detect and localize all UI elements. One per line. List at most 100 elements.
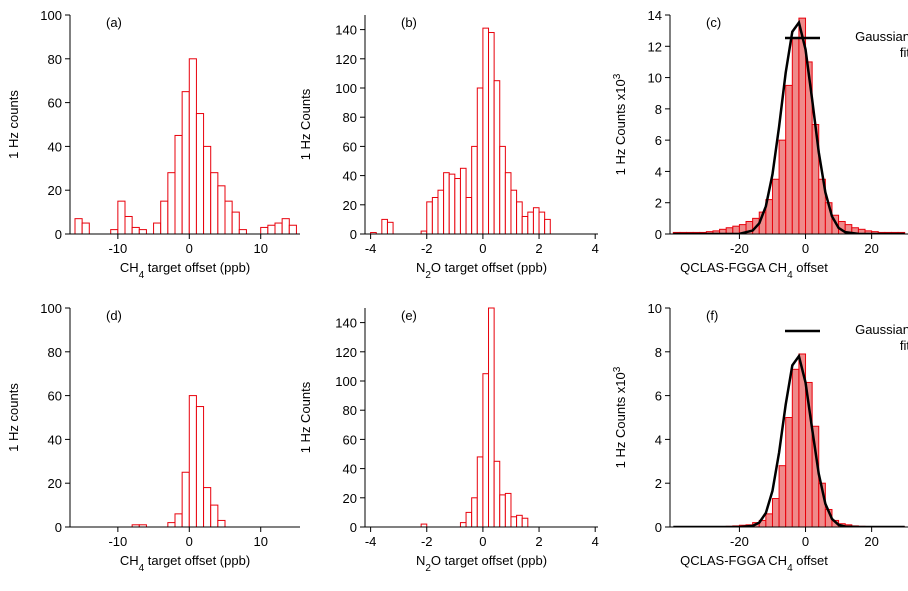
histogram-bar xyxy=(288,224,297,234)
x-tick-label: 10 xyxy=(253,534,267,549)
histogram-bar xyxy=(217,519,226,527)
y-axis-label-exponent: 3 xyxy=(612,366,623,372)
y-axis-label-text: 1 Hz Counts xyxy=(298,381,313,453)
x-tick-label: -10 xyxy=(108,534,127,549)
legend-label: Gaussian fit xyxy=(855,29,908,60)
x-axis-label: N2O target offset (ppb) xyxy=(416,553,547,574)
x-tick-label: -20 xyxy=(730,534,749,549)
panel-label: (a) xyxy=(106,15,122,30)
x-axis-label-part: QCLAS-FGGA CH xyxy=(680,260,787,275)
histogram-bar xyxy=(510,516,518,527)
histogram-bar xyxy=(110,229,119,234)
y-tick-label: 40 xyxy=(343,462,357,477)
x-axis-label-part: 2 xyxy=(425,563,431,574)
histogram-bar xyxy=(493,460,501,527)
histogram-bar xyxy=(437,189,445,234)
y-tick-label: 4 xyxy=(655,164,662,179)
histogram-bar xyxy=(231,211,240,234)
histogram-bar xyxy=(454,178,461,234)
histogram-bar xyxy=(174,134,183,234)
histogram-bar xyxy=(471,497,478,527)
fit-line xyxy=(673,353,905,527)
histogram-bar xyxy=(482,27,490,234)
histogram-bar xyxy=(431,197,439,234)
histogram-bar xyxy=(210,504,219,527)
y-tick-label: 20 xyxy=(48,476,62,491)
histogram-bar xyxy=(210,172,219,234)
plot-area xyxy=(370,27,551,234)
histogram-bar xyxy=(420,523,428,527)
y-tick-label: 140 xyxy=(335,316,357,331)
histogram-bar xyxy=(544,218,551,234)
histogram-bar xyxy=(188,58,197,234)
histogram-bar xyxy=(160,200,169,234)
legend-label: Gaussian fit xyxy=(855,322,908,353)
x-tick-label: 0 xyxy=(186,241,193,256)
histogram-bar xyxy=(493,80,501,234)
y-tick-label: 60 xyxy=(343,432,357,447)
x-tick-label: 0 xyxy=(479,241,486,256)
x-axis-label-part: 4 xyxy=(787,270,793,281)
histogram-bar xyxy=(791,368,800,527)
histogram-bar xyxy=(238,229,247,234)
y-tick-label: 2 xyxy=(655,476,662,491)
histogram-bar xyxy=(74,218,83,234)
y-tick-label: 40 xyxy=(343,169,357,184)
y-axis-label-text: 1 Hz Counts x10 xyxy=(613,79,628,175)
y-axis-label-exponent: 3 xyxy=(612,73,623,79)
x-tick-label: 0 xyxy=(802,241,809,256)
panel-label: (e) xyxy=(401,308,417,323)
x-tick-label: 0 xyxy=(802,534,809,549)
y-axis-label: 1 Hz counts xyxy=(6,383,21,452)
x-axis-label-part: O target offset (ppb) xyxy=(431,260,547,275)
histogram-bar xyxy=(521,517,529,527)
plot-area xyxy=(131,395,226,527)
y-tick-label: 80 xyxy=(48,52,62,67)
histogram-bar xyxy=(117,200,126,234)
y-tick-label: 10 xyxy=(648,301,662,316)
histogram-bar xyxy=(203,487,212,527)
y-tick-label: 10 xyxy=(648,71,662,86)
y-tick-label: 120 xyxy=(335,52,357,67)
histogram-bar xyxy=(471,145,478,234)
plot-area xyxy=(420,307,529,527)
histogram-bar xyxy=(195,406,205,527)
histogram-bar xyxy=(260,226,269,234)
y-axis-label-text: 1 Hz Counts xyxy=(298,88,313,160)
panel-label: (f) xyxy=(706,308,718,323)
x-tick-label: 4 xyxy=(592,241,599,256)
y-tick-label: 8 xyxy=(655,102,662,117)
y-axis-label: 1 Hz Counts xyxy=(298,381,313,453)
y-tick-label: 40 xyxy=(48,432,62,447)
plot-area xyxy=(74,58,297,234)
x-tick-label: 20 xyxy=(864,534,878,549)
histogram-bar xyxy=(224,200,233,234)
histogram-bar xyxy=(532,207,540,234)
histogram-bar xyxy=(791,37,800,234)
y-tick-label: 100 xyxy=(335,81,357,96)
x-axis-label-part: CH xyxy=(120,260,139,275)
histogram-bar xyxy=(510,189,518,234)
histogram-bar xyxy=(381,218,388,234)
panel-label: (b) xyxy=(401,15,417,30)
x-axis-label-part: 4 xyxy=(139,270,145,281)
y-tick-label: 0 xyxy=(350,227,357,242)
x-tick-label: -10 xyxy=(108,241,127,256)
x-axis-label: CH4 target offset (ppb) xyxy=(120,553,250,574)
histogram-bar xyxy=(459,522,467,527)
y-tick-label: 0 xyxy=(655,520,662,535)
x-axis-label: N2O target offset (ppb) xyxy=(416,260,547,281)
x-tick-label: -2 xyxy=(421,241,433,256)
histogram-bar xyxy=(765,513,773,527)
x-axis-label-part: O target offset (ppb) xyxy=(431,553,547,568)
histogram-bar xyxy=(153,222,162,234)
x-tick-label: -4 xyxy=(365,241,377,256)
x-axis-label-part: 4 xyxy=(787,563,793,574)
histogram-bar xyxy=(465,197,473,234)
histogram-bar xyxy=(771,178,780,234)
y-tick-label: 2 xyxy=(655,196,662,211)
x-tick-label: 20 xyxy=(864,241,878,256)
histogram-bar xyxy=(516,514,523,527)
